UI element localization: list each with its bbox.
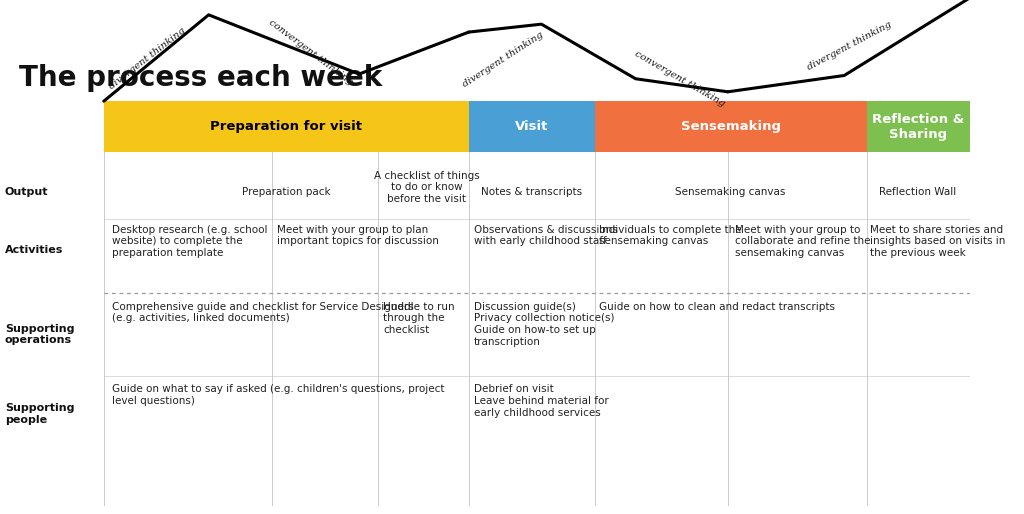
FancyBboxPatch shape [866, 101, 971, 153]
Text: Output: Output [5, 187, 48, 197]
Text: Supporting
operations: Supporting operations [5, 324, 75, 345]
Text: Discussion guide(s)
Privacy collection notice(s)
Guide on how-to set up
transcri: Discussion guide(s) Privacy collection n… [473, 302, 614, 346]
Text: convergent thinking: convergent thinking [267, 17, 354, 87]
Text: Comprehensive guide and checklist for Service Designers
(e.g. activities, linked: Comprehensive guide and checklist for Se… [112, 302, 414, 323]
Text: Meet to share stories and
insights based on visits in
the previous week: Meet to share stories and insights based… [870, 225, 1006, 258]
Text: Supporting
people: Supporting people [5, 403, 75, 425]
FancyBboxPatch shape [595, 101, 866, 153]
Text: Sensemaking: Sensemaking [681, 120, 780, 133]
Text: The process each week: The process each week [19, 64, 383, 92]
Text: Preparation for visit: Preparation for visit [210, 120, 362, 133]
Text: Meet with your group to plan
important topics for discussion: Meet with your group to plan important t… [276, 225, 438, 246]
Text: Desktop research (e.g. school
website) to complete the
preparation template: Desktop research (e.g. school website) t… [112, 225, 267, 258]
Text: Guide on how to clean and redact transcripts: Guide on how to clean and redact transcr… [599, 302, 835, 311]
Text: Individuals to complete the
sensemaking canvas: Individuals to complete the sensemaking … [599, 225, 741, 246]
Text: Debrief on visit
Leave behind material for
early childhood services: Debrief on visit Leave behind material f… [473, 384, 608, 417]
Text: divergent thinking: divergent thinking [108, 26, 187, 91]
Text: A checklist of things
to do or know
before the visit: A checklist of things to do or know befo… [374, 171, 480, 204]
Text: Notes & transcripts: Notes & transcripts [481, 187, 583, 197]
Text: Observations & discussions
with early childhood staff: Observations & discussions with early ch… [473, 225, 617, 246]
Text: Sensemaking canvas: Sensemaking canvas [676, 187, 785, 197]
FancyBboxPatch shape [469, 101, 595, 153]
Text: Visit: Visit [515, 120, 549, 133]
Text: Preparation pack: Preparation pack [242, 187, 331, 197]
Text: Huddle to run
through the
checklist: Huddle to run through the checklist [383, 302, 455, 335]
Text: divergent thinking: divergent thinking [461, 30, 545, 88]
Text: Meet with your group to
collaborate and refine the
sensemaking canvas: Meet with your group to collaborate and … [734, 225, 870, 258]
Text: Reflection Wall: Reflection Wall [880, 187, 956, 197]
Text: divergent thinking: divergent thinking [806, 20, 893, 72]
Text: Reflection &
Sharing: Reflection & Sharing [872, 113, 965, 141]
Text: Activities: Activities [5, 245, 63, 255]
Text: Guide on what to say if asked (e.g. children's questions, project
level question: Guide on what to say if asked (e.g. chil… [112, 384, 444, 406]
FancyBboxPatch shape [103, 101, 469, 153]
Text: convergent thinking: convergent thinking [633, 49, 726, 108]
